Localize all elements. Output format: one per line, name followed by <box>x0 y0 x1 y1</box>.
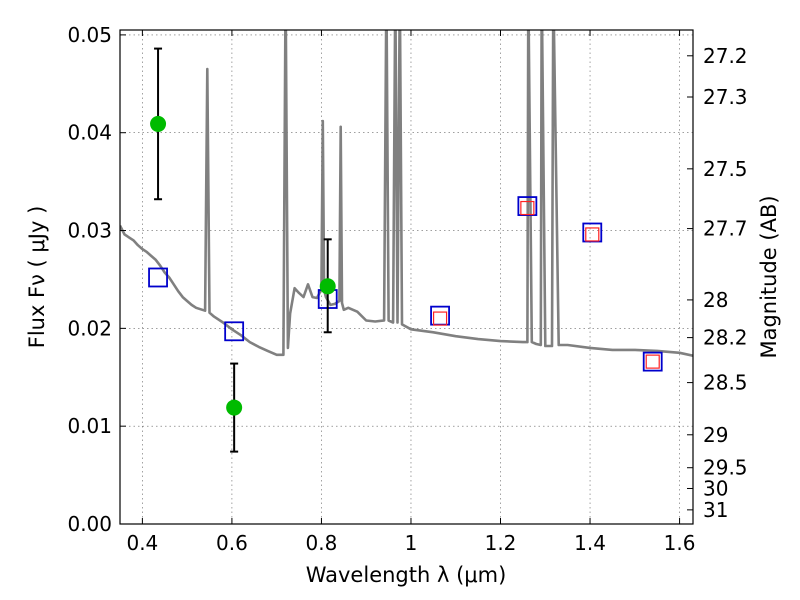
blue-square-point <box>148 267 168 288</box>
spectrum-line <box>120 30 693 357</box>
x-tick-label: 0.4 <box>126 531 158 555</box>
x-tick-label: 0.6 <box>216 531 248 555</box>
mag-tick-label: 28.5 <box>703 371 748 395</box>
blue-square-point <box>642 351 663 372</box>
y-tick-label: 0.01 <box>67 414 112 438</box>
tick-layer <box>120 30 693 525</box>
y2-axis-label: Magnitude (AB) <box>757 195 781 358</box>
mag-tick-label: 31 <box>703 498 728 522</box>
y-tick-label: 0.04 <box>67 121 112 145</box>
mag-tick-label: 27.3 <box>703 85 748 109</box>
x-tick-label: 0.8 <box>306 531 338 555</box>
mag-tick-label: 30 <box>703 476 728 500</box>
green-data-point <box>319 278 336 295</box>
mag-tick-label: 27.7 <box>703 217 748 241</box>
mag-tick-label: 29 <box>703 423 728 447</box>
green-data-point <box>226 399 243 416</box>
x-axis-label: Wavelength λ (μm) <box>306 563 507 587</box>
y-tick-label: 0.00 <box>67 512 112 536</box>
grid-layer <box>120 30 693 525</box>
y-axis-label: Flux Fν ( μJy ) <box>25 206 49 349</box>
red-square-point <box>520 200 535 216</box>
mag-tick-label: 27.5 <box>703 157 748 181</box>
label-layer: 0.4 0.6 0.8 1 1.2 1.4 1.6 0.00 0.01 0.02 0.03 0.04 0… <box>67 23 747 555</box>
mag-tick-label: 27.2 <box>703 44 748 68</box>
green-data-point <box>150 115 167 132</box>
mag-tick-label: 28.2 <box>703 326 748 350</box>
red-square-point <box>585 227 600 242</box>
x-tick-label: 1.4 <box>574 531 606 555</box>
y-tick-label: 0.05 <box>67 23 112 47</box>
x-tick-label: 1.2 <box>485 531 517 555</box>
y-tick-label: 0.02 <box>67 316 112 340</box>
x-tick-label: 1 <box>405 531 418 555</box>
spectrum-layer <box>120 30 693 357</box>
red-square-point <box>432 311 448 326</box>
blue-square-point <box>224 321 245 342</box>
red-square-point <box>645 354 660 369</box>
marker-layer <box>148 47 663 453</box>
x-tick-label: 1.6 <box>664 531 696 555</box>
mag-tick-label: 29.5 <box>703 456 748 480</box>
y-tick-label: 0.03 <box>67 219 112 243</box>
mag-tick-label: 28 <box>703 288 728 312</box>
plot-frame <box>119 29 694 525</box>
